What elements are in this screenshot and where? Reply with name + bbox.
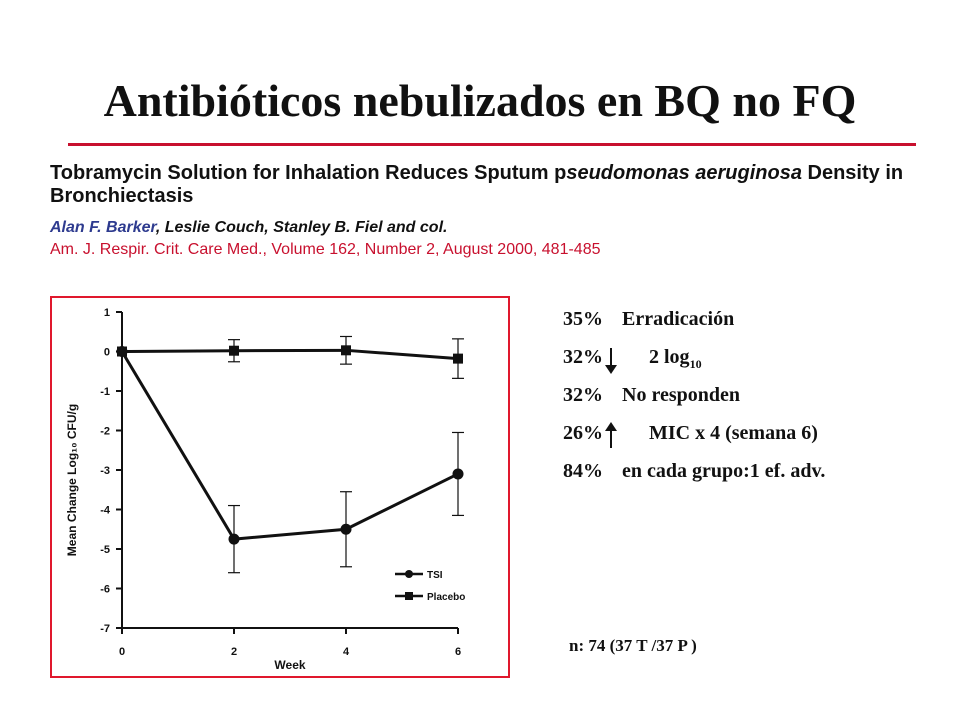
y-tick-label: -2 (100, 426, 110, 438)
y-tick-label: 1 (104, 307, 110, 319)
y-tick-label: -6 (100, 584, 110, 596)
stat-text: No responden (622, 384, 740, 406)
authors-line: Alan F. Barker, Leslie Couch, Stanley B.… (50, 219, 447, 237)
y-tick-label: -1 (100, 386, 110, 398)
species-name: aeruginosa (695, 162, 802, 184)
stat-value: 32% (563, 346, 603, 368)
stat-item: 84% en cada grupo:1 ef. adv. (563, 460, 825, 483)
y-tick-label: -7 (100, 623, 110, 635)
stat-item: 26% MIC x 4 (semana 6) (563, 422, 818, 448)
data-point (453, 353, 463, 364)
line-chart: 1 0 -1 -2 -3 -4 -5 -6 -7 0 2 4 6 Week Mean Change Log₁… (65, 307, 465, 672)
stat-text: en cada grupo:1 ef. adv. (622, 460, 826, 482)
data-point (229, 345, 239, 356)
series-line (121, 348, 459, 361)
species-name: seudomonas (566, 162, 690, 184)
slide-title: Antibióticos nebulizados en BQ no FQ (103, 75, 857, 126)
sample-size: n: 74 (37 T /37 P ) (569, 636, 697, 655)
stat-text: MIC x 4 (semana 6) (649, 422, 818, 444)
data-point (341, 345, 351, 356)
data-point (340, 523, 352, 535)
stat-item: 35% Erradicación (563, 308, 734, 331)
x-axis-label: Week (274, 658, 305, 672)
stat-text: Erradicación (622, 308, 735, 330)
y-tick-label: 0 (104, 347, 110, 359)
legend-marker (405, 570, 413, 578)
stat-item: 32% 2 log10 (563, 346, 702, 374)
data-point (117, 346, 127, 357)
data-point (228, 533, 240, 545)
y-tick-label: -3 (100, 465, 110, 477)
x-tick-label: 4 (343, 646, 350, 658)
title-underline (68, 143, 916, 146)
stat-value: 84% (563, 460, 603, 482)
paper-title: Tobramycin Solution for Inhalation Reduc… (50, 162, 904, 207)
lead-author: Alan F. Barker (50, 219, 156, 236)
x-tick-label: 6 (455, 646, 461, 658)
series-line (120, 350, 459, 541)
legend-marker (405, 592, 413, 600)
y-axis-label: Mean Change Log₁₀ CFU/g (65, 404, 79, 556)
co-authors: , Leslie Couch, Stanley B. Fiel and col. (155, 219, 448, 236)
data-point (452, 468, 464, 480)
y-tick-label: -4 (100, 505, 111, 517)
stat-item: 32% No responden (563, 384, 740, 407)
stat-value: 26% (563, 422, 603, 444)
stat-text: 2 log10 (649, 346, 702, 371)
stat-value: 35% (563, 308, 603, 330)
arrow-down-icon (605, 348, 617, 374)
legend-label: Placebo (427, 592, 465, 603)
arrow-up-icon (605, 422, 617, 448)
x-tick-label: 2 (231, 646, 237, 658)
stat-value: 32% (563, 384, 603, 406)
legend-label: TSI (427, 570, 443, 581)
y-tick-label: -5 (100, 544, 110, 556)
citation: Am. J. Respir. Crit. Care Med., Volume 1… (50, 241, 601, 258)
x-tick-label: 0 (119, 646, 125, 658)
chart-frame: 1 0 -1 -2 -3 -4 -5 -6 -7 0 2 4 6 Week Mean Change Log₁… (50, 296, 510, 678)
